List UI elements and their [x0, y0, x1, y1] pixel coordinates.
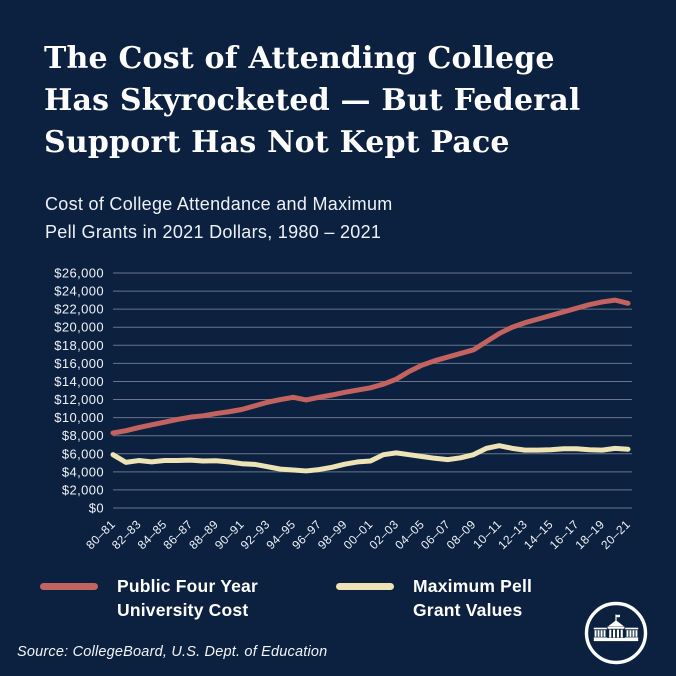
- y-tick-label: $12,000: [54, 392, 104, 407]
- chart-subtitle: Cost of College Attendance and Maximum P…: [45, 190, 393, 246]
- x-tick-label: 08–09: [444, 517, 479, 552]
- y-tick-label: $2,000: [62, 482, 104, 497]
- whitehouse-logo-icon: [584, 601, 648, 665]
- legend-label-university-cost: Public Four Year University Cost: [117, 576, 258, 620]
- y-tick-label: $6,000: [62, 446, 104, 461]
- legend-item-university-cost: Public Four Year University Cost: [40, 574, 258, 622]
- title-line-2: Has Skyrocketed — But Federal: [44, 83, 581, 118]
- y-tick-label: $10,000: [54, 410, 104, 425]
- legend-label-pell-grant: Maximum Pell Grant Values: [413, 576, 533, 620]
- x-tick-label: 20–21: [598, 517, 633, 552]
- university-cost-line: [110, 297, 631, 436]
- subtitle-line-1: Cost of College Attendance and Maximum: [45, 194, 393, 214]
- line-chart: $0 $2,000 $4,000 $6,000 $8,000 $10,000 $12,000…: [54, 266, 633, 553]
- chart-legend: Public Four Year University Cost Maximum…: [0, 574, 676, 634]
- legend-item-pell-grant: Maximum Pell Grant Values: [336, 574, 532, 622]
- y-tick-label: $18,000: [54, 338, 104, 353]
- y-tick-label: $22,000: [54, 302, 104, 317]
- y-tick-label: $14,000: [54, 374, 104, 389]
- title-line-1: The Cost of Attending College: [44, 41, 555, 76]
- y-tick-label: $8,000: [62, 428, 104, 443]
- pell-grant-line-swatch: [336, 583, 394, 590]
- y-tick-label: $0: [89, 501, 104, 516]
- source-attribution: Source: CollegeBoard, U.S. Dept. of Educ…: [17, 644, 328, 660]
- y-tick-label: $4,000: [62, 464, 104, 479]
- subtitle-line-2: Pell Grants in 2021 Dollars, 1980 – 2021: [45, 222, 382, 242]
- y-tick-label: $24,000: [54, 284, 104, 299]
- title-line-3: Support Has Not Kept Pace: [44, 125, 510, 160]
- y-tick-label: $20,000: [54, 320, 104, 335]
- y-tick-label: $16,000: [54, 356, 104, 371]
- y-tick-label: $26,000: [54, 266, 104, 281]
- chart-area: $0 $2,000 $4,000 $6,000 $8,000 $10,000 $12,000…: [0, 253, 676, 563]
- pell-grant-line: [110, 443, 631, 474]
- university-cost-line-swatch: [40, 583, 98, 590]
- page-title: The Cost of Attending College Has Skyroc…: [44, 38, 580, 164]
